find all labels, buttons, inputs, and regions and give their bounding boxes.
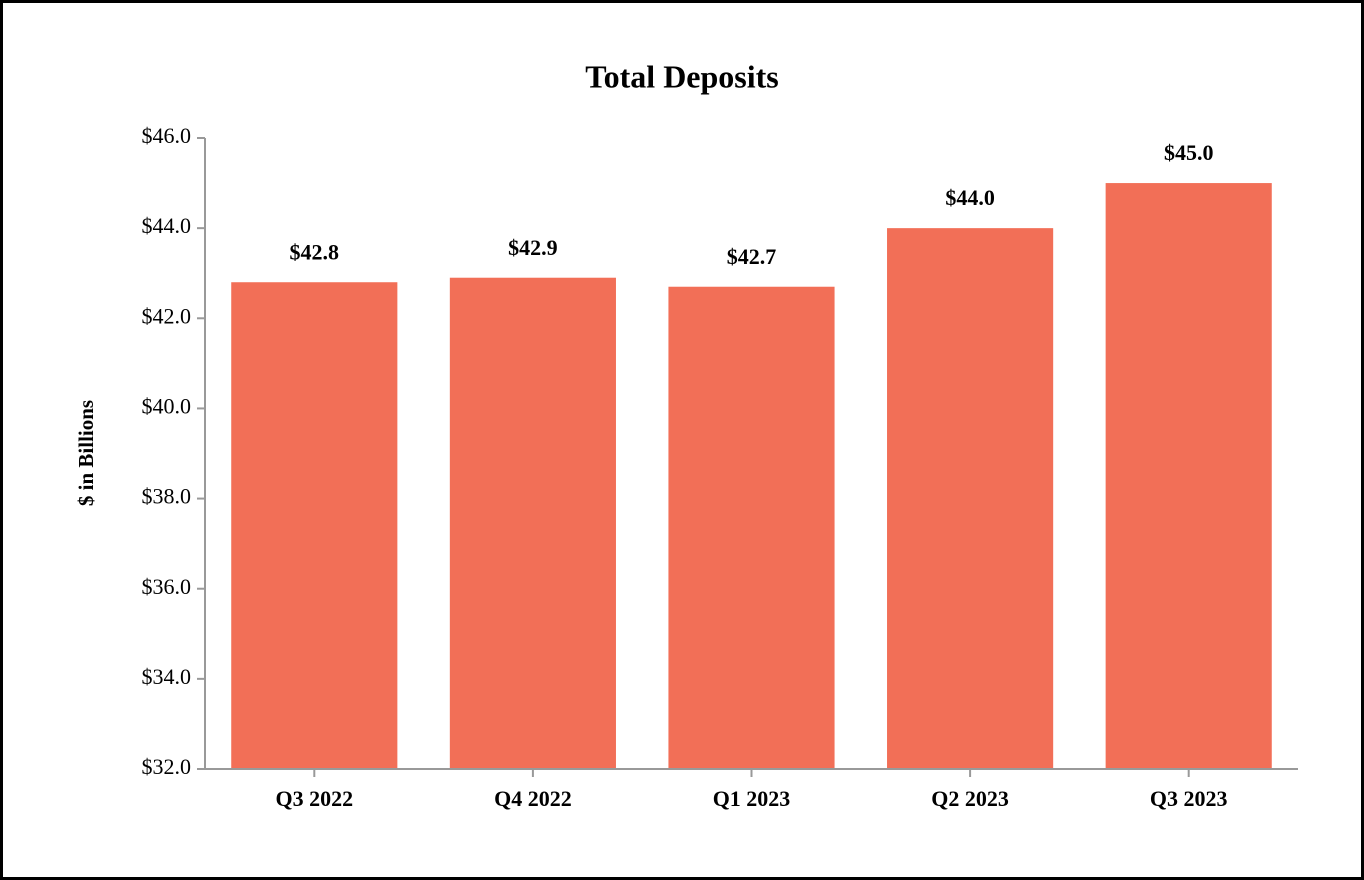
y-tick-label: $32.0	[142, 754, 192, 779]
value-label: $42.9	[508, 235, 558, 260]
x-tick-label: Q4 2022	[494, 786, 572, 811]
value-label: $42.8	[290, 239, 340, 264]
bar	[231, 282, 398, 769]
x-tick-label: Q1 2023	[713, 786, 791, 811]
y-tick-label: $40.0	[142, 393, 192, 418]
y-tick-label: $42.0	[142, 303, 192, 328]
y-tick-label: $46.0	[142, 123, 192, 148]
value-label: $45.0	[1164, 140, 1214, 165]
chart-title: Total Deposits	[585, 58, 779, 94]
y-tick-label: $38.0	[142, 484, 192, 509]
y-axis-label: $ in Billions	[74, 400, 98, 506]
bar	[449, 277, 616, 769]
y-tick-label: $36.0	[142, 574, 192, 599]
bar	[887, 228, 1054, 770]
bar	[668, 286, 835, 769]
x-tick-label: Q3 2022	[275, 786, 353, 811]
value-label: $44.0	[945, 185, 995, 210]
x-tick-label: Q3 2023	[1150, 786, 1228, 811]
x-tick-label: Q2 2023	[931, 786, 1009, 811]
y-tick-label: $34.0	[142, 664, 192, 689]
y-tick-label: $44.0	[142, 213, 192, 238]
value-label: $42.7	[727, 244, 777, 269]
bar	[1105, 183, 1272, 770]
